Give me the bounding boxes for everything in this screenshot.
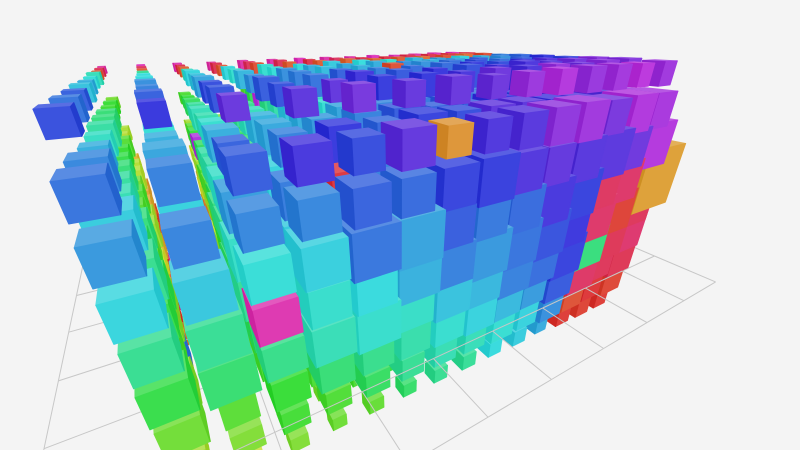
cube-field <box>32 51 716 450</box>
